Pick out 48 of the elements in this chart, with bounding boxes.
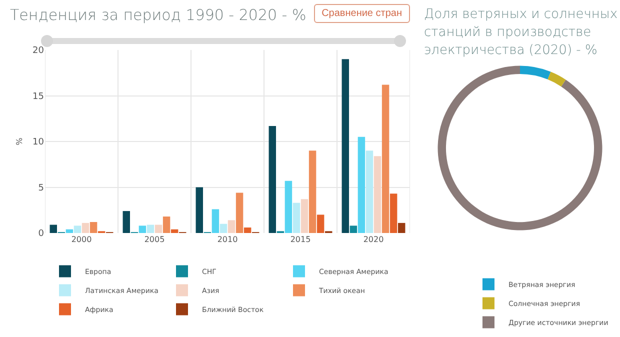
chart-title: Доля ветряных и солнечных станций в производстве электричества (2020) - % bbox=[424, 6, 619, 60]
donut-slice bbox=[438, 66, 602, 230]
bar bbox=[358, 136, 366, 233]
y-tick-label: 15 bbox=[32, 92, 44, 102]
y-axis-title: % bbox=[15, 137, 24, 146]
bar bbox=[196, 187, 204, 233]
y-tick-label: 5 bbox=[38, 183, 44, 194]
bar bbox=[398, 222, 406, 233]
donut-slice bbox=[548, 72, 566, 87]
bar bbox=[382, 84, 390, 233]
bar bbox=[146, 224, 154, 233]
bar bbox=[162, 216, 170, 233]
x-tick-label: 2020 bbox=[363, 235, 384, 244]
bar bbox=[220, 224, 228, 233]
bar bbox=[366, 150, 374, 233]
bar bbox=[308, 150, 316, 233]
chart-title: Тенденция за период 1990 - 2020 - % bbox=[10, 6, 306, 24]
bar bbox=[236, 192, 244, 233]
bar bbox=[228, 220, 236, 233]
bar bbox=[342, 59, 350, 233]
bar bbox=[82, 222, 90, 233]
bar bbox=[350, 226, 358, 233]
x-tick-label: 2015 bbox=[290, 235, 311, 244]
bar bbox=[292, 202, 300, 233]
bar bbox=[122, 211, 130, 233]
y-tick-label: 10 bbox=[32, 138, 44, 148]
bar bbox=[244, 228, 252, 233]
bar bbox=[154, 224, 162, 233]
x-tick-label: 2005 bbox=[144, 235, 165, 244]
y-tick-label: 0 bbox=[38, 229, 44, 240]
bar bbox=[66, 229, 74, 233]
bar bbox=[284, 180, 292, 233]
bar bbox=[300, 199, 308, 233]
x-tick-label: 2010 bbox=[217, 235, 238, 244]
bar bbox=[316, 214, 324, 233]
bar bbox=[212, 209, 220, 233]
bar bbox=[268, 126, 276, 233]
bar bbox=[90, 222, 98, 233]
compare-button: Сравнение стран bbox=[314, 4, 410, 23]
donut-slice bbox=[520, 66, 551, 80]
bar bbox=[138, 226, 146, 233]
x-tick-label: 2000 bbox=[71, 235, 92, 244]
y-tick-label: 20 bbox=[32, 46, 44, 56]
bar bbox=[74, 226, 82, 233]
bar bbox=[50, 224, 58, 233]
bar bbox=[170, 229, 178, 233]
bar bbox=[374, 156, 382, 233]
bar bbox=[390, 194, 398, 233]
